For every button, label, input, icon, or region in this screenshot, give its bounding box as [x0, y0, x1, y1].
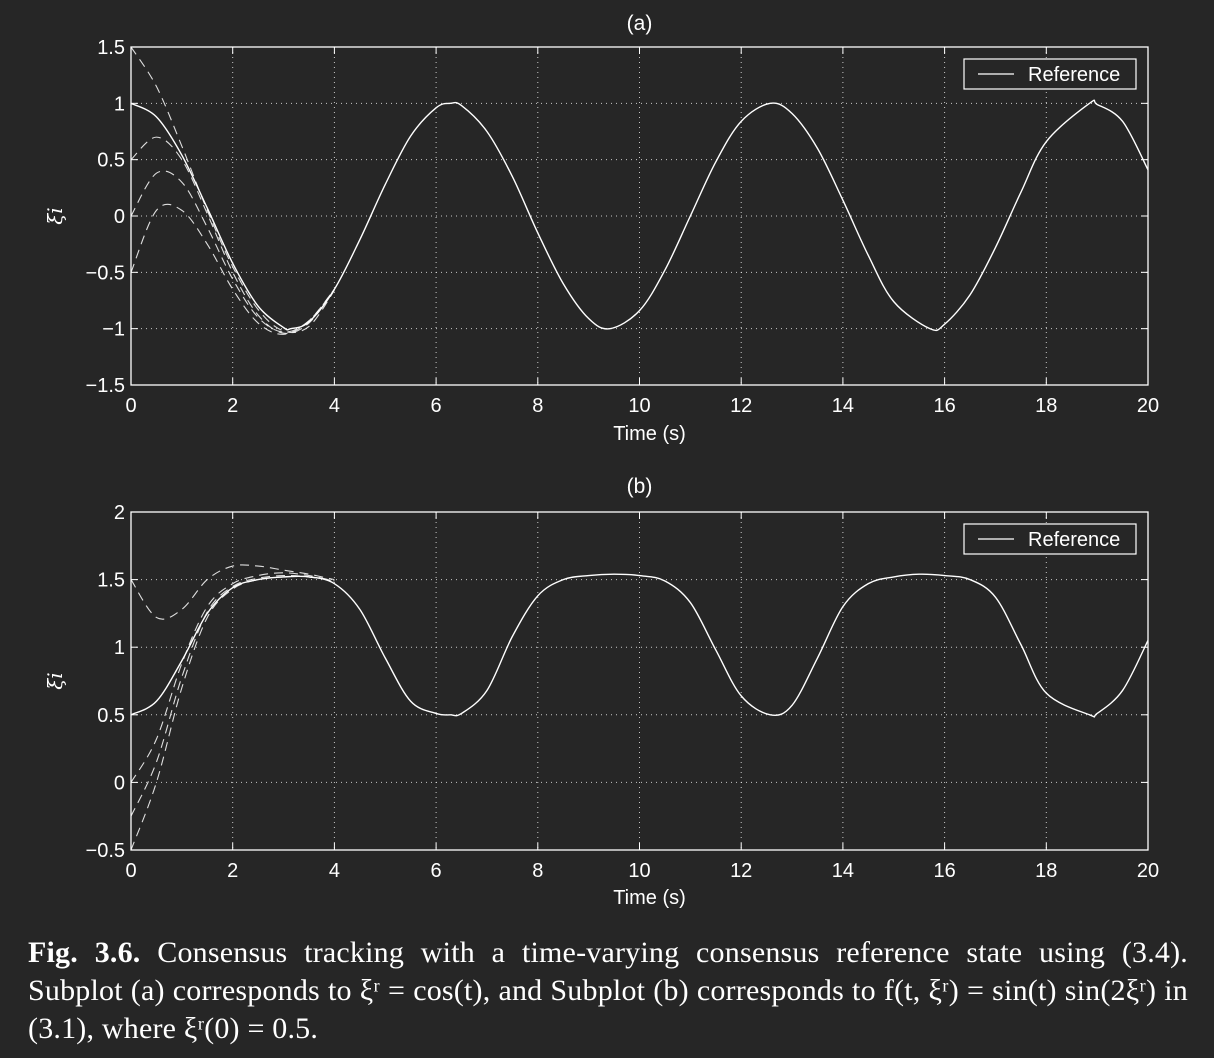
x-tick-label: 10: [628, 395, 650, 417]
y-tick-label: −0.5: [86, 840, 125, 862]
x-tick-label: 6: [431, 395, 442, 417]
x-tick-label: 14: [832, 860, 854, 882]
legend-label: Reference: [1028, 64, 1120, 86]
x-tick-label: 20: [1137, 860, 1159, 882]
x-tick-label: 2: [227, 395, 238, 417]
x-tick-label: 18: [1035, 860, 1057, 882]
agent-line-2: [131, 572, 335, 783]
figure-caption: Fig. 3.6. Consensus tracking with a time…: [28, 934, 1188, 1048]
chart-title: (a): [627, 12, 653, 35]
reference-line: [131, 99, 1148, 332]
y-tick-label: 0.5: [97, 705, 125, 727]
subplot-b: 0 2 4 6 8 10 12 14 16 18 20−0.500.511.52(b)Time (s…: [43, 475, 1159, 909]
grid: [131, 512, 1148, 850]
x-tick-label: 12: [730, 395, 752, 417]
y-tick-label: 1.5: [97, 37, 125, 59]
x-tick-label: 14: [832, 395, 854, 417]
y-tick-label: 1: [114, 93, 125, 115]
x-tick-label: 10: [628, 860, 650, 882]
x-tick-label: 8: [532, 395, 543, 417]
legend: Reference: [963, 523, 1137, 555]
caption-label: Fig. 3.6.: [28, 936, 141, 969]
x-axis-label: Time (s): [613, 887, 686, 909]
y-tick-label: −1.5: [86, 375, 125, 397]
x-tick-label: 4: [329, 860, 340, 882]
x-tick-label: 2: [227, 860, 238, 882]
series-group: [131, 564, 1148, 850]
x-tick-label: 16: [933, 860, 955, 882]
x-tick-label: 12: [730, 860, 752, 882]
x-tick-label: 8: [532, 860, 543, 882]
agent-line-4: [131, 203, 335, 335]
y-tick-label: 0.5: [97, 150, 125, 172]
chart-title: (b): [627, 475, 653, 498]
legend: Reference: [963, 58, 1137, 90]
x-tick-label: 16: [933, 395, 955, 417]
y-tick-label: −0.5: [86, 262, 125, 284]
y-tick-label: 1.5: [97, 570, 125, 592]
agent-line-4: [131, 575, 335, 850]
x-tick-label: 0: [125, 860, 136, 882]
y-tick-label: 0: [114, 206, 125, 228]
x-tick-label: 18: [1035, 395, 1057, 417]
x-tick-label: 0: [125, 395, 136, 417]
series-group: [131, 47, 1148, 335]
legend-label: Reference: [1028, 529, 1120, 551]
y-axis-label: ξi: [43, 672, 67, 689]
x-tick-label: 4: [329, 395, 340, 417]
figure-canvas: 0 2 4 6 8 10 12 14 16 18 20−1.5−1−0.500.511.5(a)Ti…: [43, 12, 1159, 909]
reference-line: [131, 573, 1148, 718]
x-axis-label: Time (s): [613, 423, 686, 445]
y-tick-label: 2: [114, 502, 125, 524]
caption-text: Consensus tracking with a time-varying c…: [28, 936, 1188, 1045]
y-tick-label: 0: [114, 772, 125, 794]
y-tick-label: 1: [114, 637, 125, 659]
agent-line-1: [131, 564, 335, 620]
y-axis-label: ξi: [43, 207, 67, 224]
x-tick-label: 6: [431, 860, 442, 882]
agent-line-2: [131, 136, 335, 334]
y-tick-label: −1: [102, 319, 125, 341]
subplot-a: 0 2 4 6 8 10 12 14 16 18 20 −1.5 −1 −0.5 0 0.5 1 1.5 (a) Ti…: [43, 12, 1159, 445]
x-tick-label: 20: [1137, 395, 1159, 417]
agent-line-1: [131, 47, 335, 334]
